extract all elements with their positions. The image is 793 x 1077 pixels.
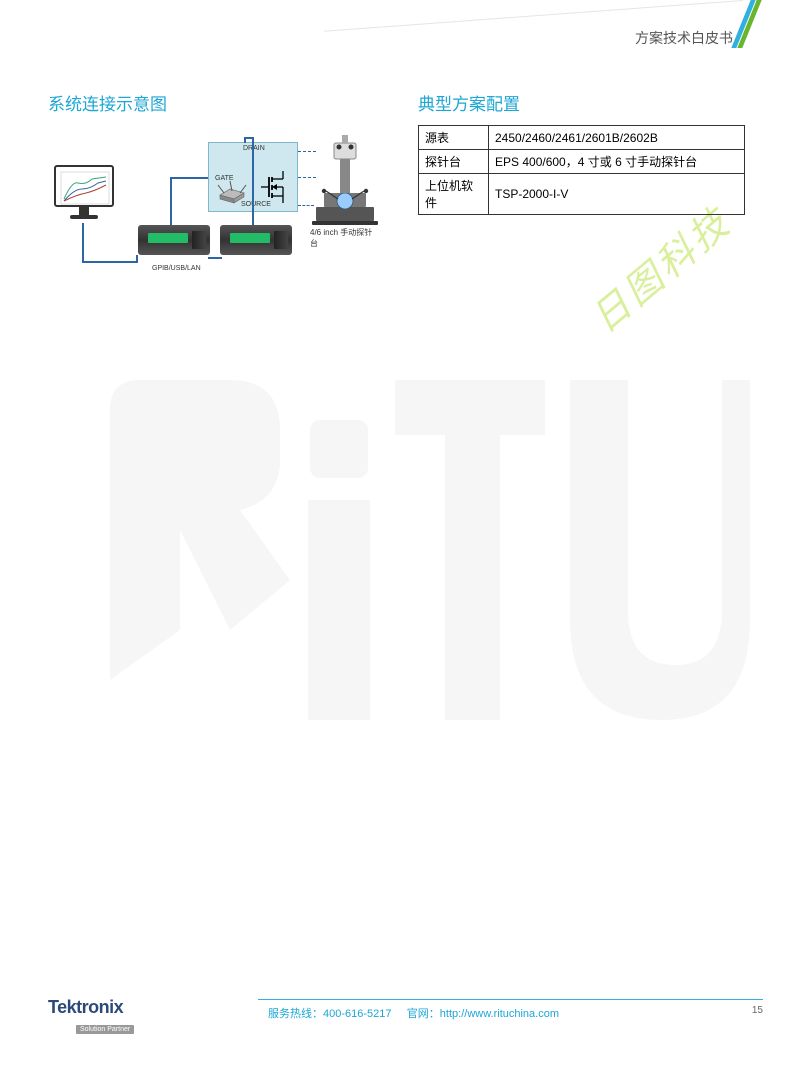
page-header: 方案技术白皮书 [0, 0, 793, 55]
smu-2-icon [220, 225, 292, 255]
tektronix-logo: Tektronix Solution Partner [48, 997, 134, 1036]
header-rule [324, 0, 743, 32]
header-title: 方案技术白皮书 [635, 28, 733, 48]
wire [136, 255, 138, 263]
header-accent [731, 0, 764, 48]
config-table: 源表 2450/2460/2461/2601B/2602B 探针台 EPS 40… [418, 125, 745, 215]
footer-rule [258, 999, 763, 1000]
site-label: 官网： [407, 1008, 440, 1020]
hotline-label: 服务热线： [268, 1008, 323, 1020]
left-section-title: 系统连接示意图 [48, 90, 398, 115]
monitor-icon [54, 165, 114, 219]
logo-subtitle: Solution Partner [76, 1025, 134, 1034]
cell-val: TSP-2000-I-V [489, 174, 745, 215]
wire [244, 137, 246, 143]
logo-name: Tektronix [48, 997, 134, 1018]
table-row: 源表 2450/2460/2461/2601B/2602B [419, 126, 745, 150]
watermark-logo [50, 210, 750, 770]
cell-val: 2450/2460/2461/2601B/2602B [489, 126, 745, 150]
fet-symbol-icon [257, 171, 291, 203]
table-row: 探针台 EPS 400/600，4 寸或 6 寸手动探针台 [419, 150, 745, 174]
connection-type-label: GPIB/USB/LAN [152, 265, 201, 272]
page-number: 15 [752, 1005, 763, 1016]
page-footer: Tektronix Solution Partner 服务热线：400-616-… [48, 999, 763, 1049]
wire [82, 261, 138, 263]
probe-caption: 4/6 inch 手动探针台 [310, 227, 378, 249]
site-link[interactable]: http://www.rituchina.com [440, 1008, 559, 1020]
hotline-number: 400-616-5217 [323, 1008, 392, 1020]
wire [82, 223, 84, 263]
footer-contact: 服务热线：400-616-5217 官网：http://www.rituchin… [268, 1005, 559, 1021]
transistor-3d-icon [216, 179, 250, 205]
table-row: 上位机软件 TSP-2000-I-V [419, 174, 745, 215]
probe-station-icon [312, 135, 378, 227]
cell-key: 上位机软件 [419, 174, 489, 215]
right-section-title: 典型方案配置 [418, 90, 745, 115]
wire [170, 213, 172, 225]
wire [170, 177, 172, 213]
wire [208, 257, 222, 259]
smu-1-icon [138, 225, 210, 255]
connection-diagram: DRAIN GATE SOURCE [48, 127, 378, 282]
wire [252, 137, 254, 225]
wire [170, 177, 208, 179]
wire-dash [298, 151, 316, 152]
cell-val: EPS 400/600，4 寸或 6 寸手动探针台 [489, 150, 745, 174]
wire-dash [298, 177, 316, 178]
cell-key: 探针台 [419, 150, 489, 174]
wire-dash [298, 205, 314, 206]
cell-key: 源表 [419, 126, 489, 150]
